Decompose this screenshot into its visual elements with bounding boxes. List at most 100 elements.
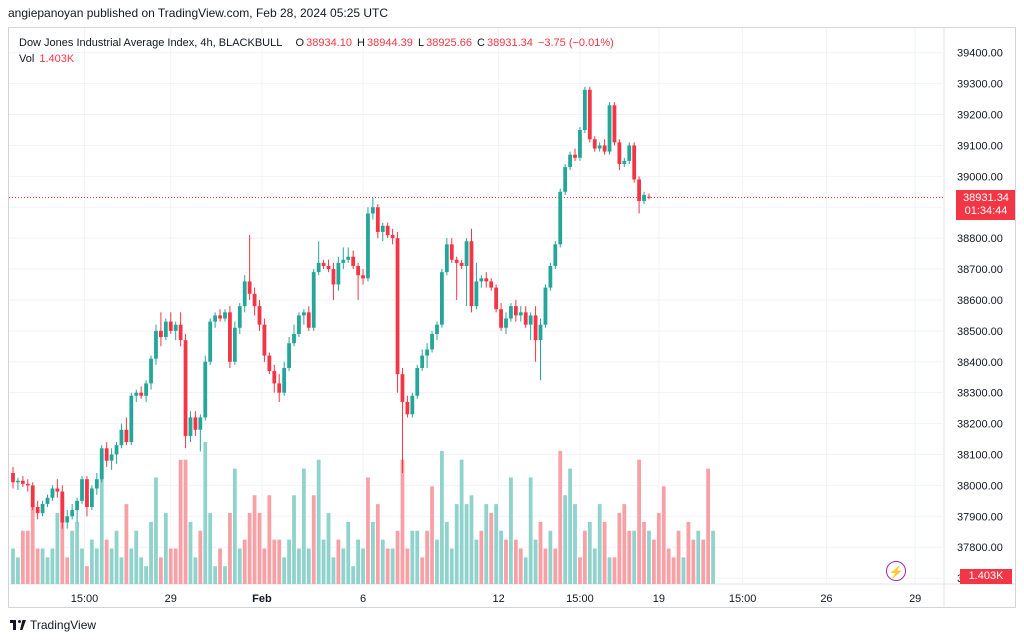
candle-body: [144, 383, 149, 396]
candle-body: [578, 129, 582, 158]
volume-bar: [154, 477, 158, 584]
volume-bar: [435, 539, 439, 584]
candle-body: [183, 340, 188, 436]
volume-bar: [627, 530, 632, 584]
chart-svg[interactable]: 39400.00 39300.00 39200.00 39100.00 39000.00…: [9, 28, 1016, 608]
candle-body: [405, 401, 410, 415]
symbol-title[interactable]: Dow Jones Industrial Average Index, 4h, …: [19, 37, 283, 49]
candle-body: [573, 154, 577, 158]
candle-body: [607, 105, 612, 152]
lightning-icon[interactable]: ⚡: [886, 561, 906, 581]
volume-label: Vol: [19, 53, 35, 65]
candle-body: [425, 349, 430, 356]
candle-body: [568, 154, 572, 168]
candle-body: [356, 265, 360, 276]
candle-body: [543, 287, 548, 325]
candle-body: [94, 479, 99, 489]
volume-bar: [149, 521, 153, 584]
volume-bar: [617, 513, 622, 584]
volume-bar: [385, 548, 390, 584]
volume-bar: [607, 557, 612, 584]
y-tick-label: 37800.00: [957, 542, 1003, 554]
volume-bar: [114, 530, 119, 584]
tradingview-logo-icon: [10, 620, 26, 630]
volume-bar: [582, 530, 587, 584]
candle-body: [124, 429, 129, 443]
candle-body: [292, 333, 296, 344]
volume-bar: [198, 530, 203, 584]
volume-bar: [60, 495, 65, 584]
candle-body: [154, 330, 158, 359]
volume-bar: [370, 521, 375, 584]
y-tick-label: 39000.00: [957, 171, 1003, 183]
volume-bar: [336, 539, 341, 584]
candle-body: [223, 312, 227, 319]
volume-bar: [686, 521, 691, 584]
candle-body: [50, 488, 55, 498]
candle-body: [301, 312, 306, 316]
volume-bar: [331, 557, 336, 584]
candle-body: [518, 312, 523, 316]
change-value: −3.75 (−0.01%): [537, 37, 614, 49]
volume-bar: [267, 495, 272, 584]
candle-body: [361, 275, 365, 279]
volume-bar: [415, 530, 420, 584]
candle-body: [341, 259, 346, 263]
volume-bar: [691, 539, 696, 584]
volume-bar: [543, 548, 548, 584]
candle-body: [484, 278, 489, 282]
volume-bar: [513, 539, 518, 584]
candle-body: [247, 281, 252, 294]
candle-body: [410, 395, 415, 415]
candle-body: [129, 395, 134, 443]
candle-body: [119, 429, 124, 446]
volume-bar: [65, 557, 70, 584]
candle-body: [203, 361, 208, 418]
volume-bar: [139, 557, 144, 584]
volume-bar: [430, 486, 434, 584]
volume-bar: [262, 548, 267, 584]
volume-bar: [656, 513, 661, 584]
candle-body: [533, 315, 538, 341]
footer-brand[interactable]: TradingView: [10, 618, 96, 632]
candle-body: [242, 281, 247, 307]
candle-body: [597, 145, 602, 149]
volume-bar: [696, 530, 701, 584]
candle-body: [173, 324, 178, 331]
volume-bar: [277, 539, 282, 584]
volume-bar: [425, 530, 430, 584]
candle-body: [528, 315, 533, 325]
volume-bar: [587, 521, 592, 584]
volume-bar: [573, 504, 577, 584]
volume-bar: [257, 513, 262, 584]
volume-bar: [94, 548, 99, 584]
candle-body: [326, 265, 331, 270]
candle-body: [479, 278, 484, 282]
volume-bar: [218, 548, 222, 584]
volume-bar: [228, 513, 232, 584]
volume-bar: [272, 539, 277, 584]
volume-bar: [681, 557, 686, 584]
candle-body: [440, 272, 444, 325]
candle-body: [149, 358, 153, 384]
volume-bar: [568, 468, 572, 584]
candle-body: [55, 488, 60, 492]
volume-bar: [637, 459, 642, 584]
candle-body: [513, 306, 518, 316]
candle-body: [75, 500, 79, 511]
bar-countdown: 01:34:44: [964, 204, 1008, 217]
volume-bar: [301, 468, 306, 584]
candle-body: [647, 196, 651, 198]
candle-body: [637, 179, 642, 202]
volume-bar: [420, 557, 425, 584]
candle-body: [134, 392, 139, 396]
candle-body: [139, 392, 144, 396]
volume-bar: [208, 513, 213, 584]
candle-body: [85, 479, 89, 508]
chart-panel[interactable]: 39400.00 39300.00 39200.00 39100.00 39000.00…: [8, 27, 1016, 608]
volume-bar: [469, 495, 474, 584]
candle-body: [375, 207, 380, 232]
candle-body: [80, 479, 84, 501]
candle-body: [469, 241, 474, 307]
y-tick-label: 38200.00: [957, 419, 1003, 431]
